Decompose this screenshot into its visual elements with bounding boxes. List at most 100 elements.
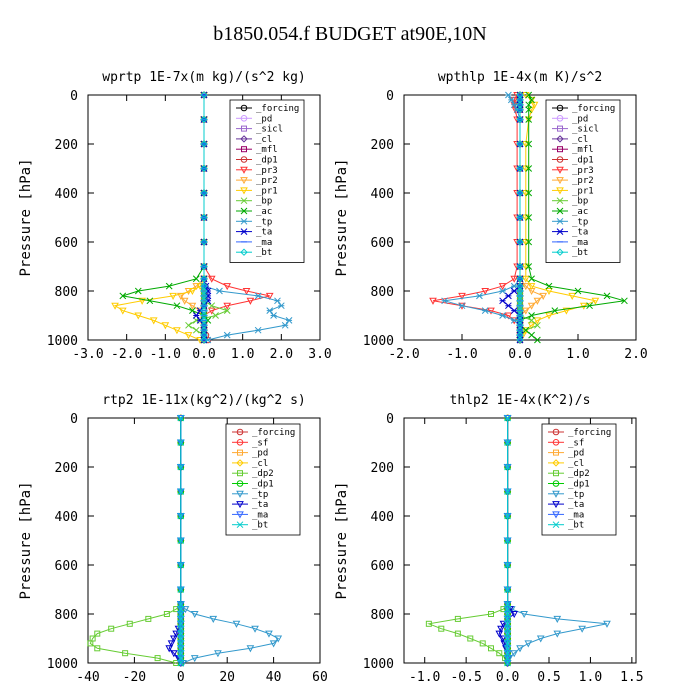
legend-marker xyxy=(240,217,248,225)
legend-label: _ma xyxy=(572,238,588,248)
legend-marker xyxy=(240,248,248,256)
data-point xyxy=(534,321,541,329)
data-point xyxy=(516,238,524,246)
legend-marker xyxy=(556,177,564,185)
legend-label: _ma xyxy=(252,510,268,520)
data-point xyxy=(528,317,535,324)
data-point xyxy=(574,287,582,295)
legend-marker xyxy=(241,125,247,132)
legend-label: _pr2 xyxy=(256,176,278,186)
y-axis-label: Pressure [hPa] xyxy=(18,481,34,599)
data-point xyxy=(246,645,255,653)
data-point xyxy=(510,307,518,314)
legend: _forcing_pd_sicl_cl_mfl_dp1_pr3_pr2_pr1_… xyxy=(545,99,621,263)
data-point xyxy=(265,630,273,638)
legend-marker xyxy=(557,125,563,132)
legend: _forcing_sf_pd_cl_dp2_dp1_tp_ta_ma_bt xyxy=(541,423,617,536)
data-point xyxy=(94,645,101,652)
data-point xyxy=(177,625,185,633)
data-point xyxy=(192,312,200,319)
data-point xyxy=(138,297,146,305)
y-tick-label: 800 xyxy=(55,285,78,300)
data-point xyxy=(551,307,559,314)
data-point xyxy=(496,650,503,657)
data-point xyxy=(216,287,223,295)
panel-title: wprtp 1E-7x(m kg)/(s^2 kg) xyxy=(102,70,306,85)
data-point xyxy=(525,140,533,148)
data-point xyxy=(184,332,193,340)
y-tick-label: 600 xyxy=(371,559,394,574)
legend-label: _tp xyxy=(568,490,584,500)
data-point xyxy=(528,275,535,283)
data-point xyxy=(192,283,201,291)
data-point xyxy=(200,115,208,124)
legend-label: _pr3 xyxy=(572,166,594,176)
legend-marker xyxy=(240,207,248,215)
data-point xyxy=(200,292,208,300)
legend-label: _forcing xyxy=(256,104,299,114)
data-point xyxy=(177,463,185,471)
legend-marker xyxy=(556,248,564,256)
data-point xyxy=(504,537,511,544)
x-tick-label: -1.0 xyxy=(446,347,477,362)
data-point xyxy=(223,331,231,339)
data-point xyxy=(505,292,512,300)
data-point xyxy=(504,644,511,652)
data-point xyxy=(516,105,524,114)
data-point xyxy=(525,214,533,221)
data-point xyxy=(181,606,190,614)
data-point xyxy=(454,615,461,622)
legend-label: _sicl xyxy=(572,125,599,135)
data-point xyxy=(527,322,536,330)
data-point xyxy=(504,640,511,647)
data-point xyxy=(516,282,524,290)
data-point xyxy=(200,326,208,334)
legend-label: _forcing xyxy=(572,104,615,114)
data-point xyxy=(525,263,533,270)
legend-label: _tp xyxy=(252,490,268,500)
data-point xyxy=(516,336,524,344)
data-point xyxy=(534,336,541,344)
data-point xyxy=(251,625,259,633)
legend-label: _tp xyxy=(256,217,272,227)
panel-title: wpthlp 1E-4x(m K)/s^2 xyxy=(438,70,602,85)
data-point xyxy=(488,611,494,617)
y-tick-label: 200 xyxy=(55,138,78,153)
data-point xyxy=(521,307,530,315)
legend-label: _pr1 xyxy=(572,186,594,196)
data-point xyxy=(525,101,533,109)
y-tick-label: 600 xyxy=(55,559,78,574)
data-point xyxy=(177,644,185,652)
y-tick-label: 200 xyxy=(371,138,394,153)
x-tick-label: 20 xyxy=(219,670,235,685)
data-point xyxy=(510,650,519,658)
data-point xyxy=(516,140,524,148)
y-tick-label: 800 xyxy=(371,608,394,623)
panel-2: wpthlp 1E-4x(m K)/s^2 Pressure [hPa] -2.0 -… xyxy=(334,70,648,362)
x-tick-label: 0.0 xyxy=(496,670,519,685)
data-point xyxy=(87,640,94,647)
legend-marker xyxy=(556,135,564,143)
legend-marker xyxy=(236,459,244,467)
data-point xyxy=(200,140,208,148)
data-point xyxy=(190,655,199,663)
data-point xyxy=(192,326,200,334)
data-point xyxy=(504,625,511,633)
x-tick-label: -0.5 xyxy=(450,670,481,685)
data-point xyxy=(200,321,208,330)
data-point xyxy=(269,640,278,648)
data-point xyxy=(204,317,212,324)
series-bt xyxy=(200,91,208,344)
legend-label: _bt xyxy=(256,248,272,258)
data-point xyxy=(212,312,219,319)
figure-title: b1850.054.f BUDGET at90E,10N xyxy=(213,23,487,45)
x-tick-label: 0.0 xyxy=(508,347,531,362)
legend-marker xyxy=(552,521,560,529)
data-point xyxy=(200,316,208,325)
legend-marker xyxy=(240,156,248,163)
x-tick-label: -3.0 xyxy=(72,347,103,362)
legend-label: _sicl xyxy=(256,125,283,135)
data-point xyxy=(146,297,154,305)
data-point xyxy=(177,586,185,593)
data-point xyxy=(285,317,293,324)
